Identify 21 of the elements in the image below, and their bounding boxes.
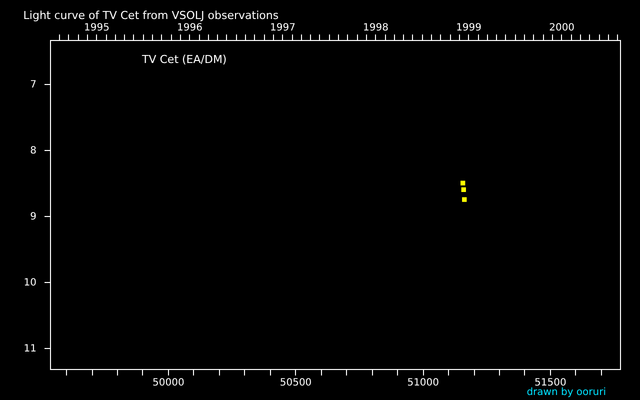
point [460, 180, 466, 186]
text: drawn by ooruri [526, 387, 606, 398]
x-tick-label: 51500 [534, 378, 566, 388]
y-tick-label: 10 [24, 277, 36, 288]
x2-tick-label: 1995 [84, 22, 110, 34]
chart-title: Light curve of TV Cet from VSOLJ observations [23, 9, 279, 22]
x2-tick-label: 2000 [549, 22, 575, 34]
x-tick-label: 51000 [407, 378, 440, 388]
point [461, 187, 466, 192]
x-tick-label: 50500 [280, 378, 312, 388]
y-tick-label: 9 [30, 212, 36, 223]
y-tick-label: 11 [24, 343, 36, 354]
x2-tick-label: 1999 [456, 22, 482, 34]
x-tick-label: 50000 [152, 378, 184, 388]
point [462, 197, 467, 202]
x2-tick-label: 1997 [270, 22, 296, 34]
x2-tick-label: 1998 [363, 22, 388, 34]
annotation: TV Cet (EA/DM) [141, 53, 227, 66]
x2-tick-label: 1996 [177, 22, 202, 34]
y-tick-label: 7 [30, 80, 36, 91]
y-tick-label: 8 [30, 146, 36, 157]
